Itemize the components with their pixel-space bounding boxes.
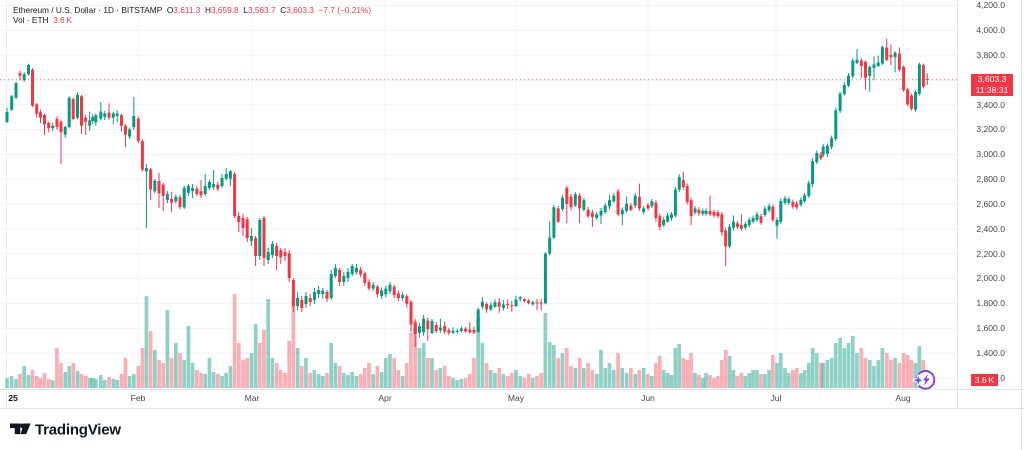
svg-text:TradingView: TradingView xyxy=(35,422,121,438)
